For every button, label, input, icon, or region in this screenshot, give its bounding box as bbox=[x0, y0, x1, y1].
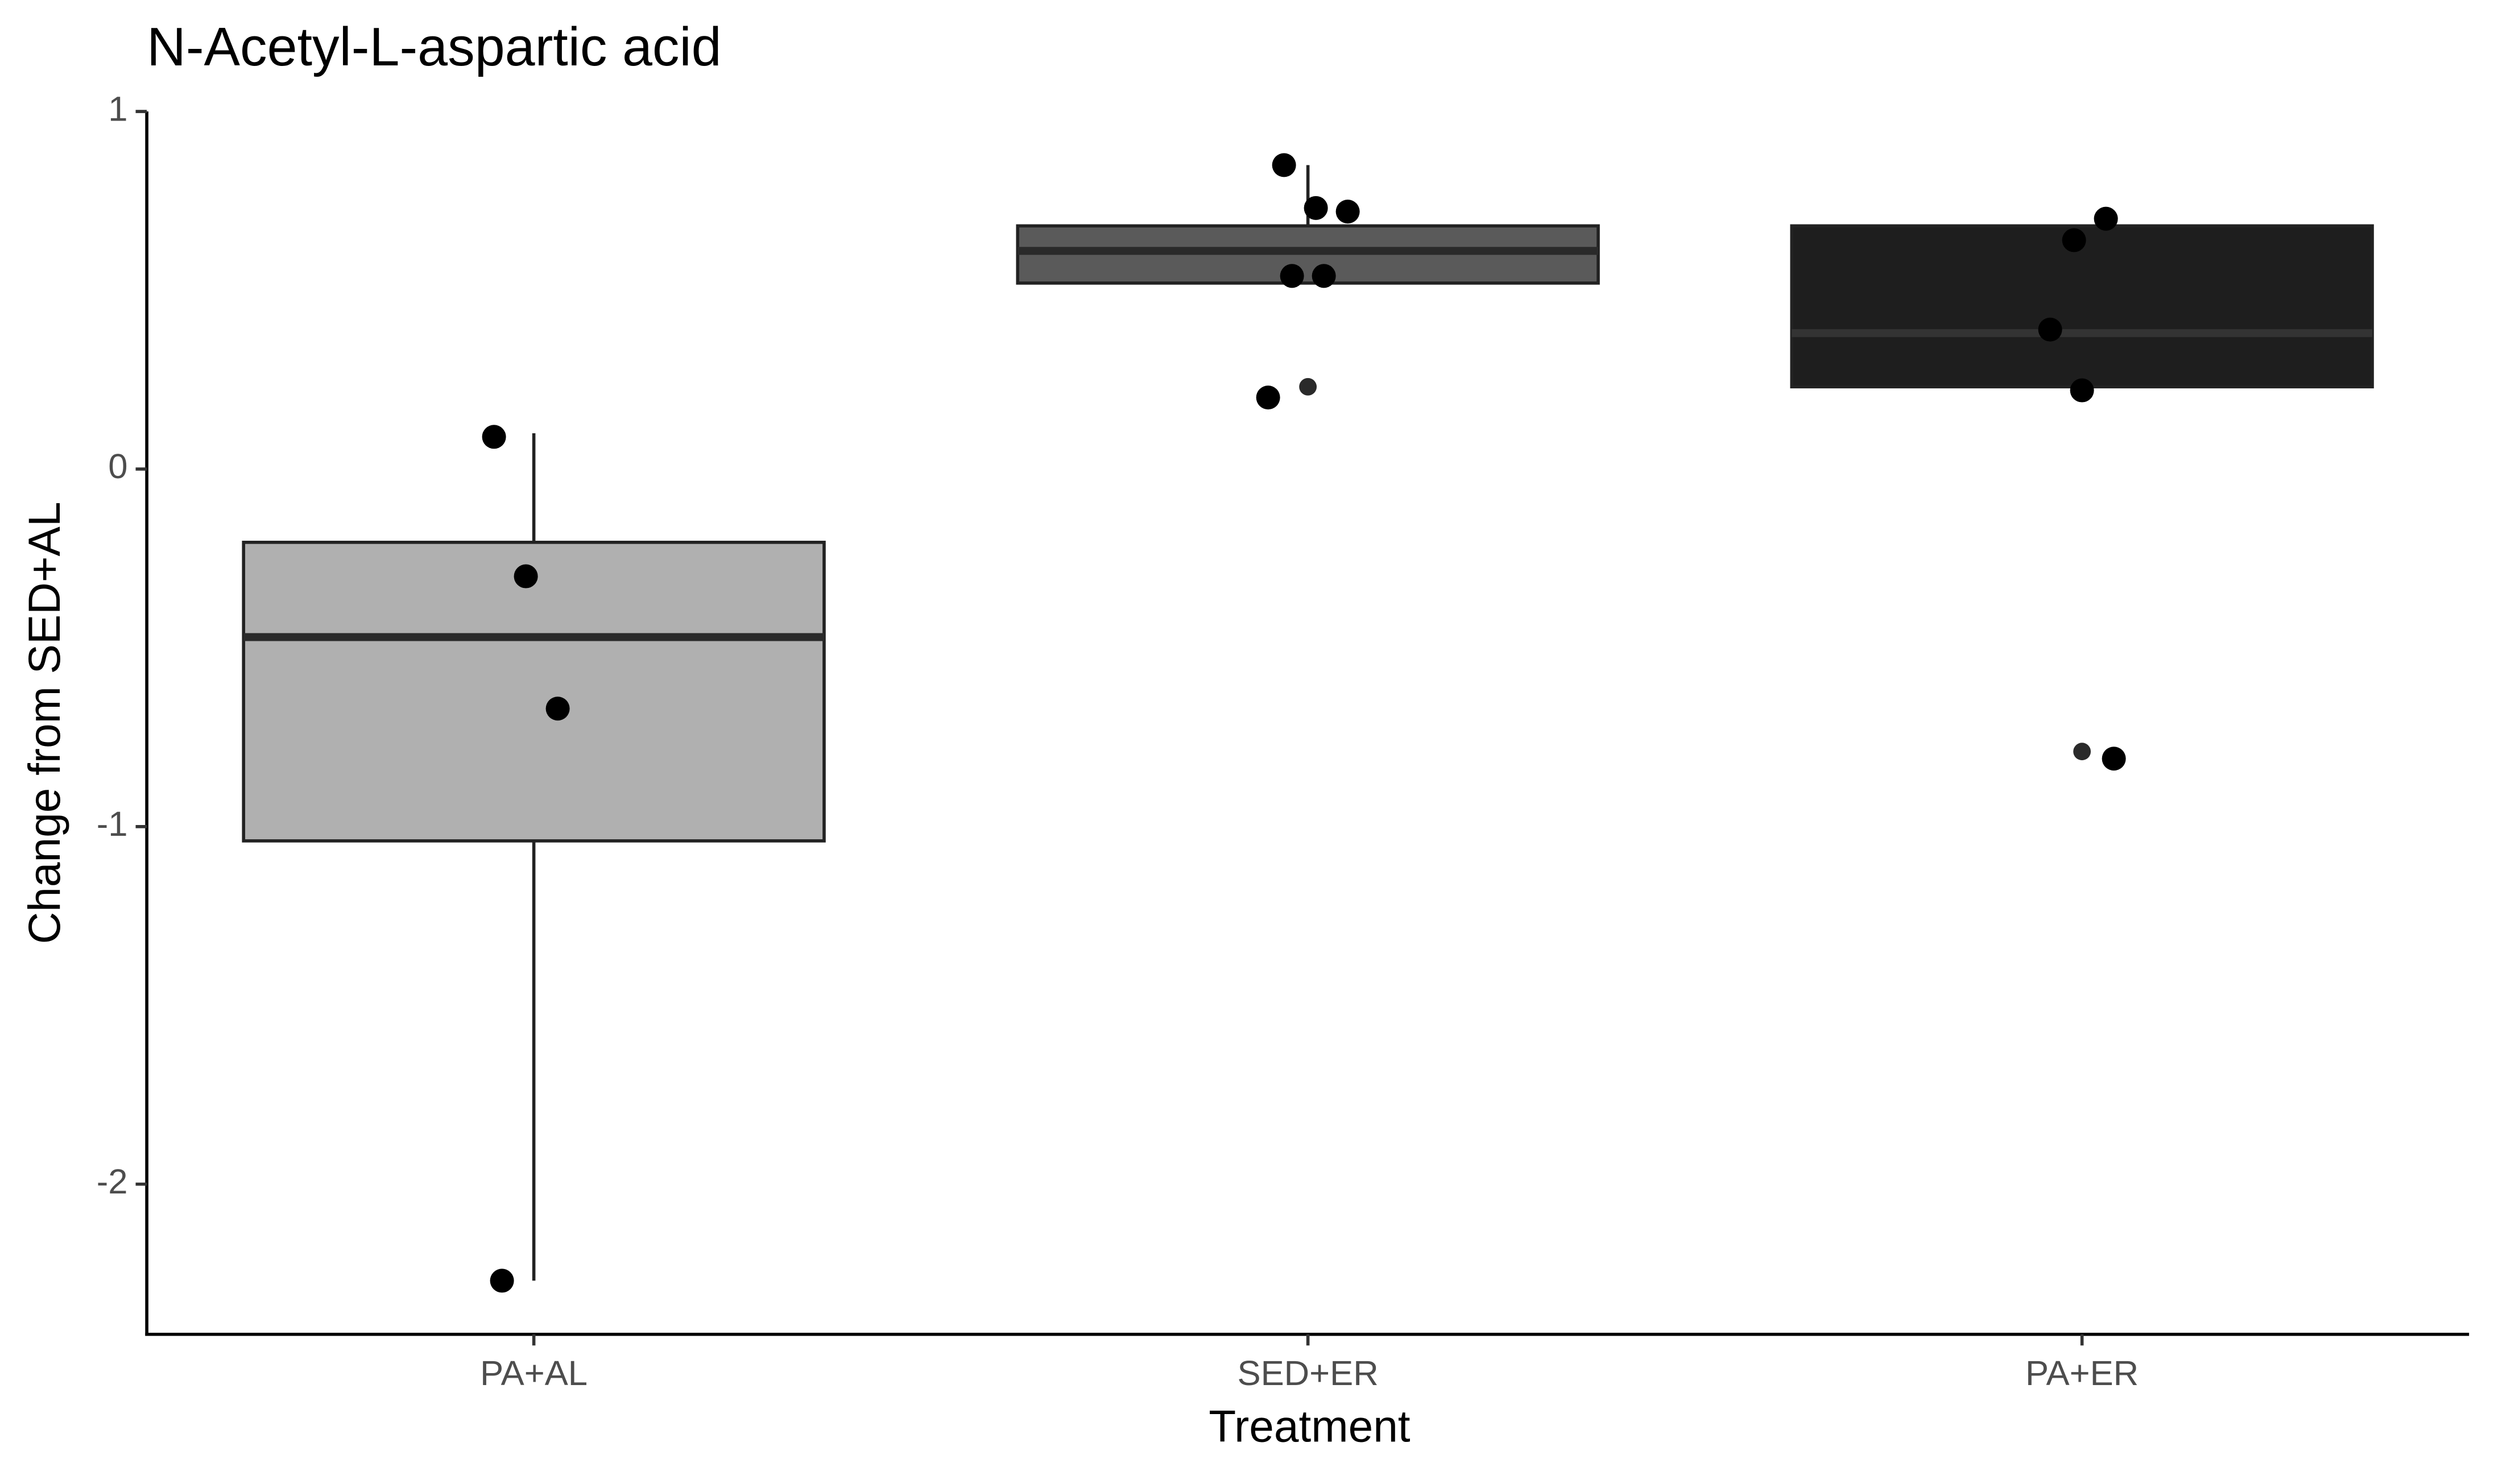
point bbox=[2038, 317, 2062, 342]
outlier bbox=[1299, 378, 1317, 396]
point bbox=[2070, 378, 2094, 403]
y-tick-label: 1 bbox=[108, 89, 127, 128]
x-tick-label: PA+ER bbox=[2025, 1354, 2139, 1393]
x-tick-label: SED+ER bbox=[1238, 1354, 1379, 1393]
box bbox=[242, 541, 826, 843]
point bbox=[545, 697, 570, 721]
y-tick-label: -2 bbox=[97, 1162, 128, 1201]
point bbox=[1312, 264, 1336, 288]
y-tick-label: 0 bbox=[108, 447, 127, 486]
point bbox=[1256, 385, 1280, 410]
point bbox=[1335, 200, 1360, 224]
chart-title: N-Acetyl-L-aspartic acid bbox=[147, 17, 722, 77]
x-tick-label: PA+AL bbox=[480, 1354, 588, 1393]
x-axis-label: Treatment bbox=[1209, 1402, 1411, 1452]
point bbox=[514, 564, 538, 588]
y-tick-label: -1 bbox=[97, 805, 128, 844]
point bbox=[1304, 196, 1328, 220]
point bbox=[2094, 206, 2118, 231]
box bbox=[1790, 224, 2374, 389]
y-axis-label: Change from SED+AL bbox=[19, 501, 69, 944]
point bbox=[482, 425, 506, 449]
point bbox=[1272, 153, 1296, 177]
point bbox=[490, 1269, 514, 1293]
point bbox=[1280, 264, 1304, 288]
point bbox=[2102, 747, 2126, 771]
point bbox=[2062, 228, 2086, 252]
outlier bbox=[2073, 743, 2091, 761]
